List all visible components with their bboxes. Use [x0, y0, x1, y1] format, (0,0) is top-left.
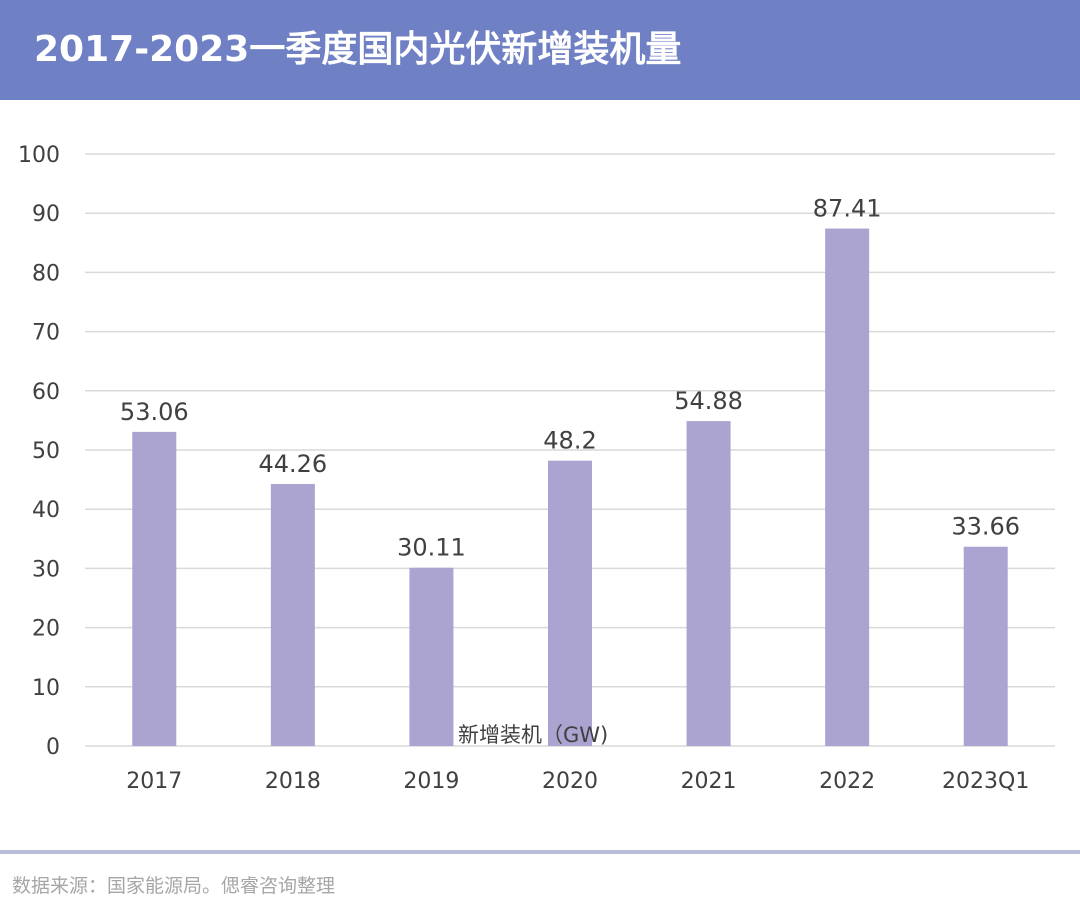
bar-2021 [686, 421, 731, 746]
x-tick-label: 2019 [403, 769, 459, 794]
y-tick-label: 40 [32, 498, 60, 523]
x-tick-label: 2023Q1 [942, 769, 1029, 794]
data-label: 48.2 [543, 427, 596, 455]
data-label: 30.11 [397, 534, 466, 562]
y-tick-label: 90 [32, 202, 60, 227]
y-tick-label: 100 [18, 143, 60, 168]
data-label: 87.41 [813, 195, 882, 223]
legend-swatch [438, 728, 452, 742]
data-label: 44.26 [258, 450, 327, 478]
x-tick-label: 2022 [819, 769, 875, 794]
bar-2018 [270, 483, 315, 746]
y-tick-label: 60 [32, 380, 60, 405]
bottom-divider [0, 850, 1080, 854]
y-tick-label: 0 [46, 735, 60, 760]
data-label: 33.66 [951, 513, 1020, 541]
bar-chart: 0 10 20 30 40 50 60 70 80 90 100 53.06 2017 44.26 2018… [18, 143, 1055, 794]
y-tick-label: 30 [32, 557, 60, 582]
title-banner: 2017-2023一季度国内光伏新增装机量 [0, 0, 1080, 100]
bar-2022 [825, 228, 870, 746]
y-tick-label: 80 [32, 261, 60, 286]
x-tick-label: 2020 [542, 769, 598, 794]
y-tick-label: 10 [32, 676, 60, 701]
x-tick-label: 2017 [126, 769, 182, 794]
chart-title: 2017-2023一季度国内光伏新增装机量 [34, 29, 682, 70]
bar-2017 [132, 431, 177, 746]
data-label: 54.88 [674, 387, 743, 415]
y-tick-label: 50 [32, 439, 60, 464]
bar-2020 [548, 460, 592, 746]
legend-label: 新增装机（GW) [458, 723, 608, 747]
bar-2023Q1 [963, 546, 1008, 746]
x-tick-label: 2018 [265, 769, 321, 794]
source-note: 数据来源：国家能源局。偲睿咨询整理 [12, 875, 336, 897]
x-tick-label: 2021 [681, 769, 737, 794]
y-tick-label: 70 [32, 321, 60, 346]
y-tick-label: 20 [32, 617, 60, 642]
bar-2019 [409, 567, 454, 746]
data-label: 53.06 [120, 398, 189, 426]
